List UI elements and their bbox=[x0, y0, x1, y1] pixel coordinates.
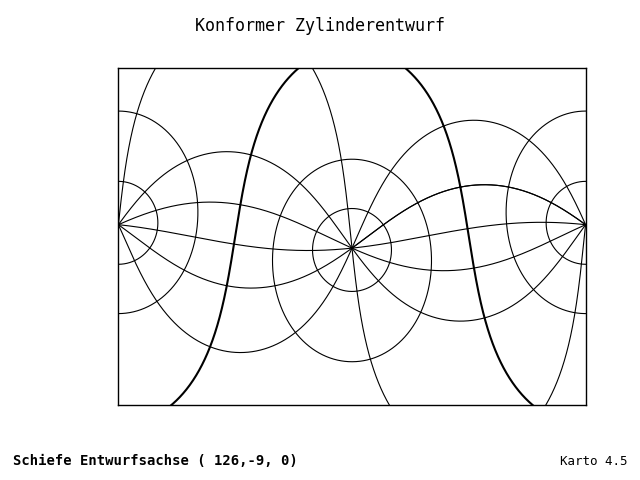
Text: Konformer Zylinderentwurf: Konformer Zylinderentwurf bbox=[195, 17, 445, 35]
Text: Karto 4.5: Karto 4.5 bbox=[560, 455, 627, 468]
Text: Schiefe Entwurfsachse ( 126,-9, 0): Schiefe Entwurfsachse ( 126,-9, 0) bbox=[13, 454, 298, 468]
